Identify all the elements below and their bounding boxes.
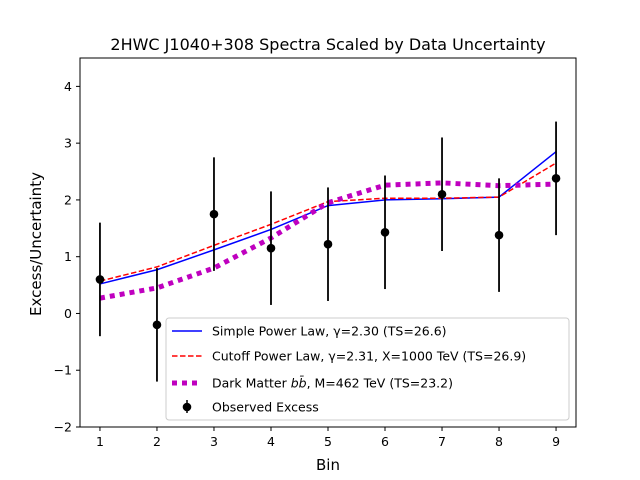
y-tick-label: 2	[64, 192, 72, 207]
legend-label-dark-matter-suffix: , M=462 TeV (TS=23.2)	[307, 376, 453, 391]
x-tick-label: 1	[96, 434, 104, 449]
legend-label-dark-matter: Dark Matter bb̄, M=462 TeV (TS=23.2)	[212, 376, 453, 391]
observed-point	[437, 189, 447, 199]
observed-point	[152, 320, 162, 330]
y-tick-label: 3	[64, 136, 72, 151]
x-tick-label: 3	[210, 434, 218, 449]
plot-area	[79, 57, 577, 428]
legend-label-dark-matter-prefix: Dark Matter	[212, 376, 291, 391]
x-tick-label: 2	[153, 434, 161, 449]
y-tick-label: 4	[64, 79, 72, 94]
observed-point	[95, 275, 105, 284]
legend-label-simple-power-law: Simple Power Law, γ=2.30 (TS=26.6)	[212, 324, 447, 339]
y-tick-label: −2	[54, 420, 72, 435]
series-line-dark-matter-bb	[99, 180, 557, 301]
legend-label-observed: Observed Excess	[212, 400, 319, 415]
legend-swatch-observed-marker	[182, 402, 192, 412]
x-tick-label: 5	[324, 434, 332, 449]
y-axis: −2 −1 0 1 2 3 4	[54, 79, 80, 435]
x-axis: 1 2 3 4 5 6 7 8 9	[96, 427, 560, 449]
x-axis-label: Bin	[316, 456, 340, 474]
x-tick-label: 7	[438, 434, 446, 449]
y-axis-label: Excess/Uncertainty	[27, 172, 45, 316]
legend-label-dark-matter-symbol: bb̄	[291, 376, 307, 391]
observed-point	[266, 243, 276, 253]
observed-point	[551, 174, 561, 183]
legend-label-cutoff-power-law: Cutoff Power Law, γ=2.31, X=1000 TeV (TS…	[212, 349, 526, 364]
observed-point	[209, 209, 219, 219]
y-tick-label: 0	[64, 306, 72, 321]
observed-point	[323, 239, 333, 249]
chart-title: 2HWC J1040+308 Spectra Scaled by Data Un…	[110, 35, 545, 54]
legend-box	[165, 317, 570, 421]
x-tick-label: 8	[495, 434, 503, 449]
x-tick-label: 4	[267, 434, 275, 449]
observed-point	[380, 227, 390, 237]
x-tick-label: 9	[552, 434, 560, 449]
legend: Simple Power Law, γ=2.30 (TS=26.6) Cutof…	[165, 317, 570, 421]
y-tick-label: 1	[64, 249, 72, 264]
y-tick-label: −1	[54, 363, 72, 378]
x-tick-label: 6	[381, 434, 389, 449]
observed-point	[494, 230, 504, 240]
